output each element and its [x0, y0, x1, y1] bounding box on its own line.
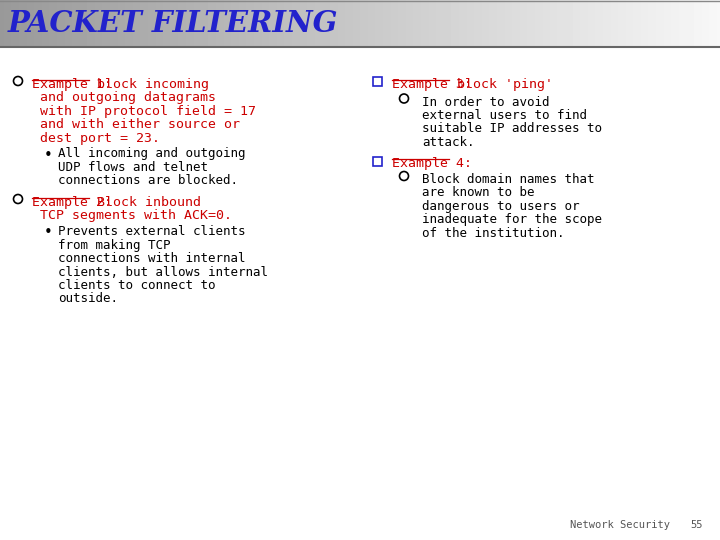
- Text: Example 4:: Example 4:: [392, 158, 472, 171]
- Text: clients, but allows internal: clients, but allows internal: [58, 266, 268, 279]
- Text: Block domain names that: Block domain names that: [422, 173, 595, 186]
- Circle shape: [14, 77, 22, 85]
- Text: 55: 55: [690, 520, 703, 530]
- Text: All incoming and outgoing: All incoming and outgoing: [58, 147, 246, 160]
- Text: attack.: attack.: [422, 136, 474, 149]
- Text: Network Security: Network Security: [570, 520, 670, 530]
- Text: Prevents external clients: Prevents external clients: [58, 225, 246, 238]
- Text: block 'ping': block 'ping': [449, 78, 553, 91]
- Text: TCP segments with ACK=0.: TCP segments with ACK=0.: [40, 210, 232, 222]
- Text: block incoming: block incoming: [89, 78, 209, 91]
- Circle shape: [14, 194, 22, 204]
- Text: Example 3:: Example 3:: [392, 78, 472, 91]
- Bar: [373, 157, 382, 165]
- Text: clients to connect to: clients to connect to: [58, 279, 215, 292]
- Text: external users to find: external users to find: [422, 109, 587, 122]
- Text: PACKET FILTERING: PACKET FILTERING: [8, 10, 338, 38]
- Text: Block inbound: Block inbound: [89, 196, 201, 209]
- Circle shape: [400, 94, 408, 103]
- Text: are known to be: are known to be: [422, 186, 534, 199]
- Text: suitable IP addresses to: suitable IP addresses to: [422, 123, 602, 136]
- Text: UDP flows and telnet: UDP flows and telnet: [58, 161, 208, 174]
- Text: inadequate for the scope: inadequate for the scope: [422, 213, 602, 226]
- Text: with IP protocol field = 17: with IP protocol field = 17: [40, 105, 256, 118]
- Text: Example 2:: Example 2:: [32, 196, 112, 209]
- Text: and outgoing datagrams: and outgoing datagrams: [40, 91, 216, 105]
- Text: Example 1:: Example 1:: [32, 78, 112, 91]
- Circle shape: [400, 172, 408, 180]
- Text: from making TCP: from making TCP: [58, 239, 171, 252]
- Text: and with either source or: and with either source or: [40, 118, 240, 132]
- Text: of the institution.: of the institution.: [422, 227, 564, 240]
- Text: connections with internal: connections with internal: [58, 252, 246, 265]
- Text: connections are blocked.: connections are blocked.: [58, 174, 238, 187]
- Text: In order to avoid: In order to avoid: [422, 96, 549, 109]
- Text: outside.: outside.: [58, 293, 118, 306]
- Text: •: •: [44, 147, 53, 163]
- Text: dangerous to users or: dangerous to users or: [422, 200, 580, 213]
- Text: •: •: [44, 225, 53, 240]
- Text: dest port = 23.: dest port = 23.: [40, 132, 160, 145]
- Bar: [373, 77, 382, 86]
